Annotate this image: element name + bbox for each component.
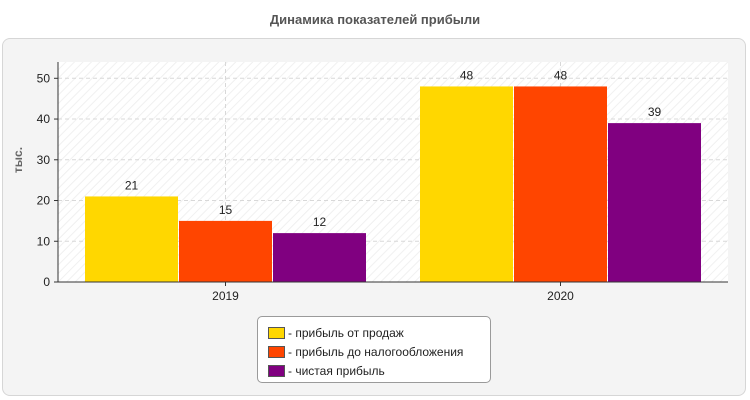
y-tick-label: 40	[37, 112, 51, 126]
legend-item: - чистая прибыль	[268, 361, 482, 380]
y-ticks: 0 10 20 30 40 50	[37, 71, 58, 289]
bars	[85, 86, 701, 282]
bar	[85, 196, 178, 282]
y-tick-label: 30	[37, 153, 51, 167]
y-tick-label: 10	[37, 234, 51, 248]
bar	[273, 233, 366, 282]
legend-swatch	[268, 326, 285, 339]
bar	[514, 86, 607, 282]
bar-value-label: 15	[219, 203, 233, 217]
y-axis-label: тыс.	[11, 147, 25, 173]
chart-title: Динамика показателей прибыли	[269, 12, 481, 27]
x-ticks: 2019 2020	[212, 282, 574, 303]
legend-item: - прибыль от продаж	[268, 323, 482, 342]
bar-value-label: 12	[313, 215, 327, 229]
bar-value-label: 48	[460, 68, 474, 82]
y-tick-label: 20	[37, 194, 51, 208]
bar-value-label: 39	[648, 105, 662, 119]
bar-value-label: 48	[554, 68, 568, 82]
x-tick-label: 2020	[547, 289, 574, 303]
bar	[420, 86, 513, 282]
bar	[179, 220, 272, 282]
bar	[608, 123, 701, 282]
bar-labels: 21 15 12 48 48 39	[125, 68, 662, 229]
legend-label: - прибыль от продаж	[288, 325, 404, 340]
bar-value-label: 21	[125, 178, 139, 192]
y-tick-label: 0	[43, 275, 50, 289]
legend-label: - чистая прибыль	[288, 363, 385, 378]
legend-swatch	[268, 345, 285, 358]
x-tick-label: 2019	[212, 289, 239, 303]
legend: - прибыль от продаж - прибыль до налогооб…	[257, 316, 491, 383]
legend-swatch	[268, 364, 285, 377]
legend-label: - прибыль до налогообложения	[288, 344, 464, 359]
y-tick-label: 50	[37, 71, 51, 85]
legend-item: - прибыль до налогообложения	[268, 342, 482, 361]
